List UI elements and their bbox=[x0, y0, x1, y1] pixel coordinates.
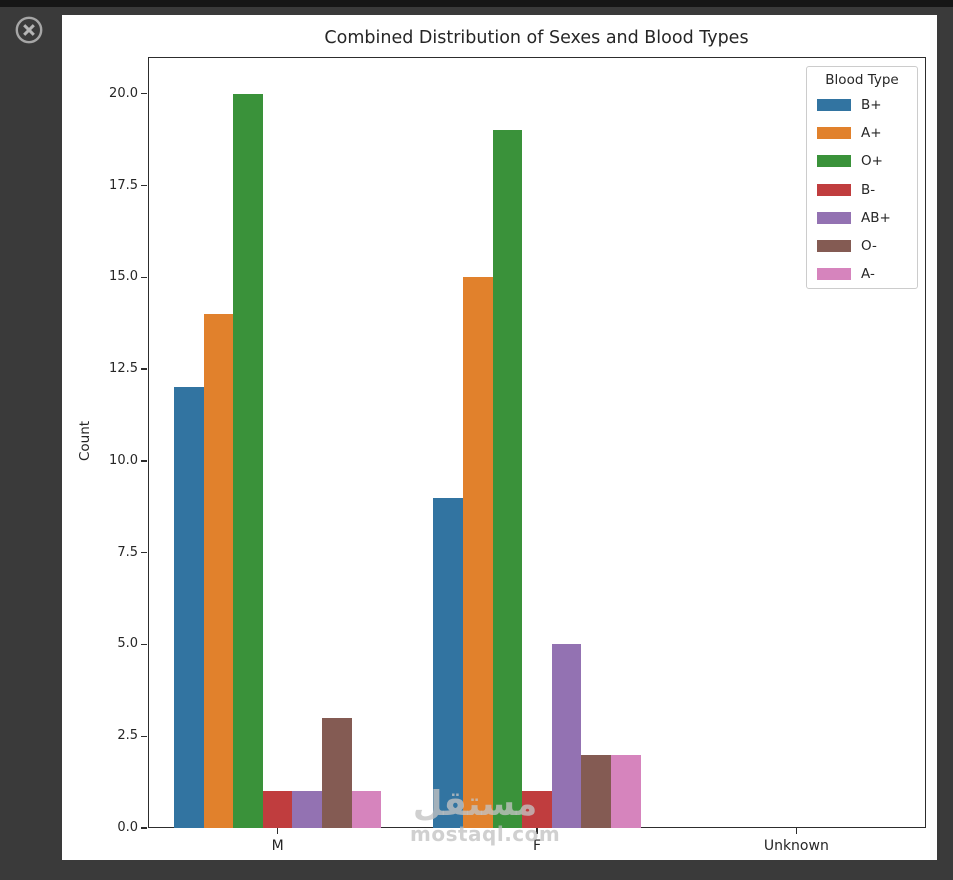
x-tick-label: M bbox=[271, 838, 284, 854]
y-tick-label: 20.0 bbox=[109, 85, 138, 101]
legend-swatch bbox=[817, 240, 851, 253]
legend-entry: B- bbox=[807, 176, 917, 204]
y-tick-label: 7.5 bbox=[117, 544, 138, 560]
legend-entry: O+ bbox=[807, 147, 917, 175]
bar-F-A+ bbox=[462, 277, 493, 828]
bar-F-B+ bbox=[433, 497, 463, 828]
bar-M-O+ bbox=[233, 93, 263, 828]
legend-label: O- bbox=[861, 238, 877, 255]
y-tick-mark bbox=[141, 735, 147, 737]
bar-F-A- bbox=[611, 754, 641, 828]
x-tick-label: F bbox=[532, 838, 542, 854]
y-tick-label: 12.5 bbox=[109, 361, 138, 377]
y-tick-label: 15.0 bbox=[109, 269, 138, 285]
y-tick-mark bbox=[141, 93, 147, 95]
legend-label: O+ bbox=[861, 153, 883, 170]
legend: Blood Type B+ A+ O+ B- AB+ O- A- bbox=[806, 66, 918, 289]
legend-label: B- bbox=[861, 181, 876, 198]
legend-label: AB+ bbox=[861, 209, 891, 226]
bar-M-B- bbox=[262, 791, 293, 828]
y-axis-label: Count bbox=[77, 420, 93, 462]
bar-M-A- bbox=[351, 791, 382, 828]
legend-swatch bbox=[817, 211, 851, 224]
plot-area bbox=[148, 57, 926, 828]
legend-label: A- bbox=[861, 266, 875, 283]
bar-F-B- bbox=[522, 791, 552, 828]
y-tick-mark bbox=[141, 276, 147, 278]
y-tick-label: 0.0 bbox=[117, 820, 138, 835]
y-tick-mark bbox=[141, 460, 147, 462]
close-button[interactable] bbox=[14, 15, 44, 45]
y-tick-mark bbox=[141, 643, 147, 646]
bar-M-AB+ bbox=[292, 791, 323, 828]
legend-title: Blood Type bbox=[825, 72, 899, 88]
bar-M-A+ bbox=[203, 314, 234, 828]
legend-entry: B+ bbox=[807, 91, 917, 119]
legend-swatch bbox=[817, 127, 851, 140]
x-tick-mark bbox=[277, 828, 279, 834]
x-tick-mark bbox=[795, 828, 798, 834]
legend-entry: A- bbox=[807, 260, 917, 288]
y-tick-mark bbox=[141, 552, 147, 554]
bar-F-AB+ bbox=[551, 644, 582, 828]
legend-swatch bbox=[817, 268, 851, 281]
y-tick-mark bbox=[141, 827, 147, 829]
chart-panel: Combined Distribution of Sexes and Blood… bbox=[62, 15, 937, 860]
y-tick-label: 17.5 bbox=[109, 177, 138, 193]
bar-F-O- bbox=[581, 754, 612, 828]
viewer-top-bar bbox=[0, 0, 953, 7]
x-tick-label: Unknown bbox=[763, 838, 829, 854]
legend-swatch bbox=[817, 183, 851, 196]
legend-label: A+ bbox=[861, 125, 882, 142]
chart-title: Combined Distribution of Sexes and Blood… bbox=[324, 28, 749, 48]
legend-swatch bbox=[817, 99, 851, 112]
y-tick-label: 10.0 bbox=[109, 452, 138, 468]
y-tick-label: 5.0 bbox=[117, 636, 138, 652]
close-icon bbox=[15, 16, 43, 44]
y-tick-mark bbox=[141, 368, 147, 370]
bar-M-B+ bbox=[173, 387, 204, 828]
legend-label: B+ bbox=[861, 97, 882, 114]
y-tick-label: 2.5 bbox=[117, 728, 138, 744]
legend-swatch bbox=[817, 155, 851, 168]
bar-M-O- bbox=[322, 717, 352, 828]
y-tick-mark bbox=[141, 184, 147, 187]
x-tick-mark bbox=[536, 828, 538, 834]
bar-F-O+ bbox=[492, 130, 523, 828]
legend-entry: O- bbox=[807, 232, 917, 260]
legend-entry: A+ bbox=[807, 119, 917, 147]
legend-entries: B+ A+ O+ B- AB+ O- A- bbox=[807, 91, 917, 288]
legend-entry: AB+ bbox=[807, 204, 917, 232]
